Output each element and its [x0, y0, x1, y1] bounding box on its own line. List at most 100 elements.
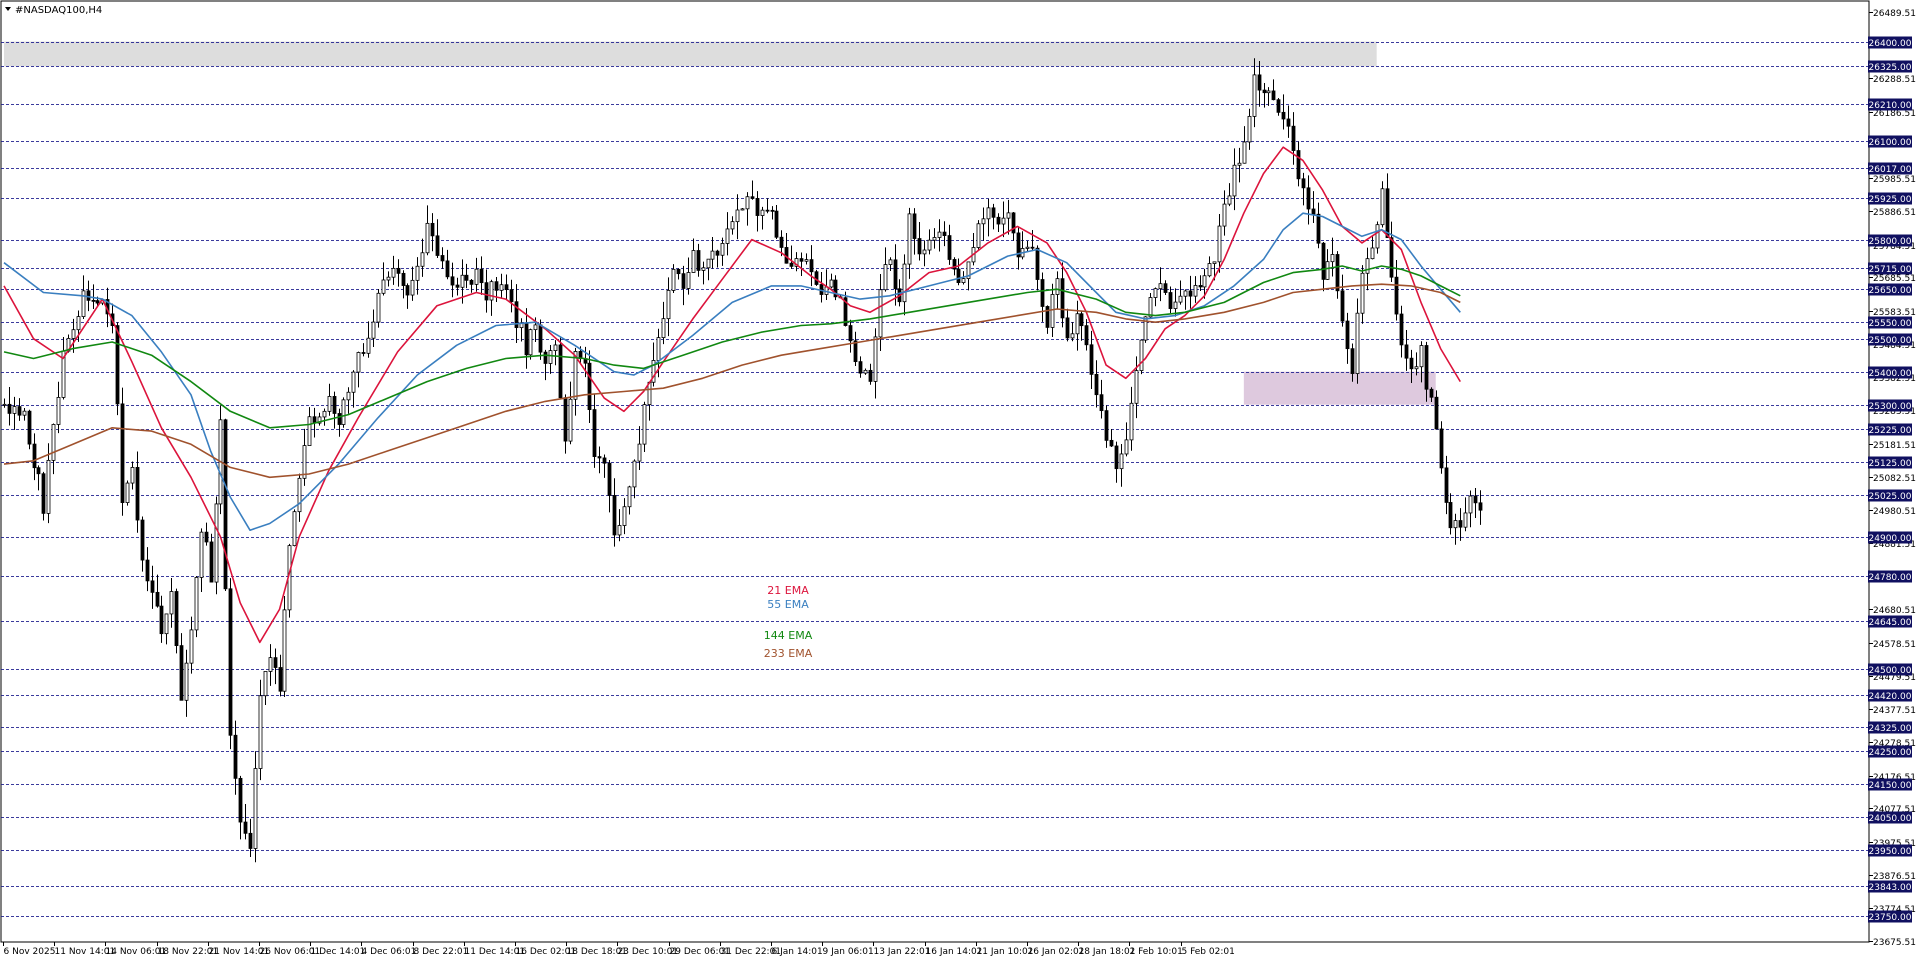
level-label-bg [1868, 316, 1912, 329]
candle-body [1262, 89, 1267, 94]
candle-body [194, 577, 199, 631]
candle-body [479, 268, 484, 284]
x-tick-label: 6 Nov 2025 [4, 947, 56, 957]
21-ema-line [3, 146, 1461, 644]
candle-body [760, 209, 765, 216]
candle-body [976, 223, 981, 248]
candle-body [302, 445, 307, 479]
x-tick-label: 18 Dec 18:01 [567, 947, 628, 957]
candle-body [450, 276, 455, 286]
y-tick-label: 25685.51 [1873, 274, 1916, 284]
candle-body [907, 213, 912, 265]
candle-body [1178, 295, 1183, 303]
candle-body [1040, 279, 1045, 307]
candle-body [17, 406, 22, 416]
level-label-bg [1868, 262, 1912, 275]
support-zone [1243, 371, 1436, 405]
233-ema-line [3, 283, 1461, 479]
level-label-bg [1868, 192, 1912, 205]
candle-body [179, 645, 184, 701]
level-label-bg [1868, 36, 1912, 49]
y-tick-label: 25181.51 [1873, 441, 1916, 451]
level-label: 25025.00 [1869, 492, 1912, 502]
candle-body [499, 284, 504, 291]
candle-body [533, 324, 538, 331]
y-tick-label: 23774.51 [1873, 905, 1916, 915]
chevron-down-icon[interactable] [5, 7, 11, 11]
candle-body [710, 250, 715, 260]
candle-body [1227, 195, 1232, 205]
candle-body [189, 629, 194, 664]
x-tick-label: 21 Jan 10:01 [977, 947, 1034, 957]
level-label: 24250.00 [1869, 748, 1912, 758]
candle-body [1429, 388, 1434, 398]
candle-body [1370, 247, 1375, 260]
candle-body [1173, 301, 1178, 309]
candle-body [1119, 453, 1124, 470]
candle-body [1444, 467, 1449, 503]
candle-body [120, 403, 125, 504]
candle-body [691, 250, 696, 273]
candle-body [1025, 246, 1030, 249]
candle-body [1439, 428, 1444, 469]
candle-body [1075, 313, 1080, 335]
candle-body [829, 279, 834, 288]
candle-body [750, 196, 755, 199]
candle-body [952, 259, 957, 270]
candle-body [1389, 237, 1394, 278]
candle-body [853, 340, 858, 363]
candle-body [1434, 396, 1439, 430]
candle-body [1079, 313, 1084, 327]
candle-body [12, 406, 17, 414]
candle-body [696, 250, 701, 271]
candle-body [356, 352, 361, 373]
candle-body [1193, 285, 1198, 297]
candle-body [779, 236, 784, 248]
candle-body [307, 416, 312, 446]
y-tick-label: 26186.51 [1873, 109, 1916, 119]
candle-body [1311, 208, 1316, 215]
y-tick-label: 24680.51 [1873, 606, 1916, 616]
candle-body [1153, 288, 1158, 298]
candle-body [366, 337, 371, 354]
candle-body [1453, 520, 1458, 529]
y-tick-label: 24578.51 [1873, 640, 1916, 650]
candle-body [214, 503, 219, 583]
candle-body [223, 419, 228, 590]
candle-body [1306, 187, 1311, 210]
level-label-bg [1868, 399, 1912, 412]
candle-body [327, 396, 332, 412]
candle-body [56, 397, 61, 425]
candle-body [789, 262, 794, 267]
candle-body [7, 403, 12, 414]
y-tick-label: 23675.51 [1873, 938, 1916, 948]
candle-body [942, 231, 947, 236]
candle-body [396, 267, 401, 274]
x-tick-label: 8 Dec 22:01 [414, 947, 469, 957]
candle-body [1458, 520, 1463, 528]
candle-body [735, 209, 740, 223]
candle-body [1070, 333, 1075, 339]
x-tick-label: 2 Feb 10:01 [1130, 947, 1183, 957]
candle-body [661, 318, 666, 339]
55-ema-line [3, 212, 1461, 531]
candle-body [1360, 272, 1365, 314]
candle-body [140, 519, 145, 561]
candle-body [1030, 246, 1035, 249]
candle-body [666, 290, 671, 320]
candle-body [602, 457, 607, 464]
candle-body [1129, 402, 1134, 441]
candle-body [538, 324, 543, 353]
x-tick-label: 26 Jan 02:01 [1028, 947, 1085, 957]
candle-body [804, 259, 809, 262]
candle-body [440, 255, 445, 262]
symbol-header: #NASDAQ100,H4 [5, 5, 102, 16]
x-tick-label: 29 Dec 06:01 [670, 947, 731, 957]
candle-body [268, 657, 273, 672]
candle-body [489, 281, 494, 301]
candle-body [1114, 445, 1119, 470]
level-label: 23950.00 [1869, 847, 1912, 857]
candle-body [297, 477, 302, 513]
candle-body [1089, 344, 1094, 375]
